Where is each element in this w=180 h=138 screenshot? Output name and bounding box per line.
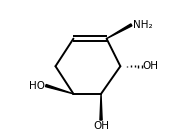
Text: HO: HO	[29, 81, 45, 91]
Text: NH₂: NH₂	[132, 20, 152, 30]
Text: OH: OH	[93, 121, 109, 131]
Text: OH: OH	[143, 61, 159, 71]
Polygon shape	[100, 94, 102, 120]
Polygon shape	[46, 84, 73, 94]
Polygon shape	[107, 24, 132, 39]
